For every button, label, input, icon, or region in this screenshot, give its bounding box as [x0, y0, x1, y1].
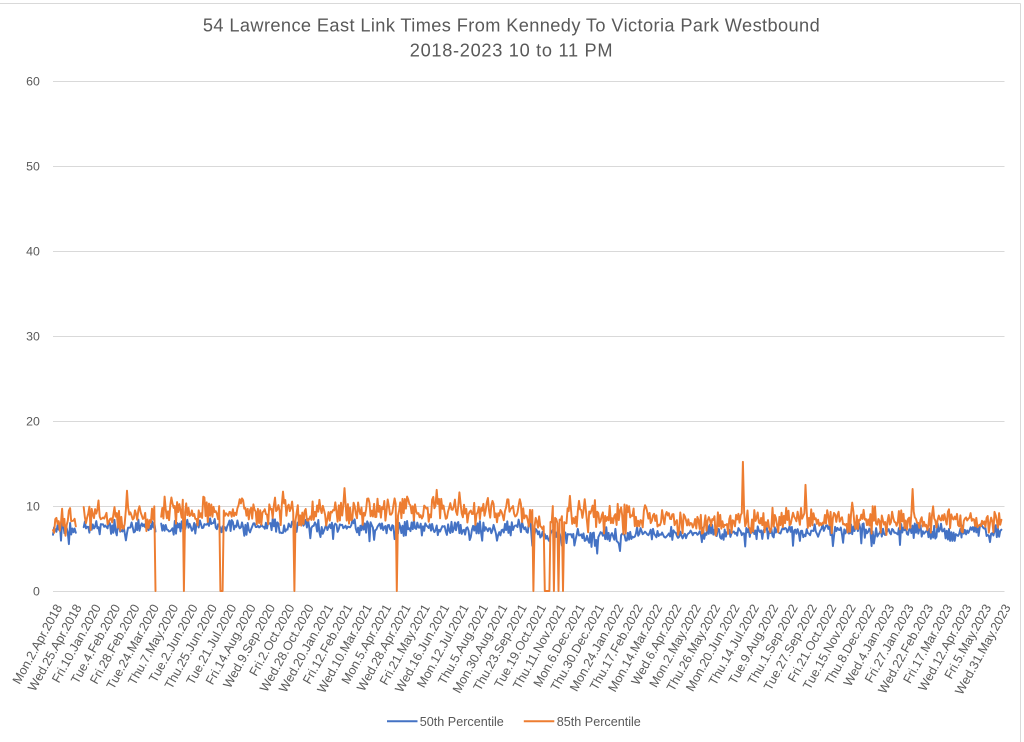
svg-text:40: 40 — [26, 244, 40, 258]
svg-text:50th Percentile: 50th Percentile — [420, 715, 504, 729]
svg-text:10: 10 — [26, 499, 40, 513]
svg-text:2018-2023 10 to 11 PM: 2018-2023 10 to 11 PM — [410, 40, 613, 60]
svg-text:0: 0 — [33, 584, 40, 598]
svg-text:85th Percentile: 85th Percentile — [557, 715, 641, 729]
svg-text:30: 30 — [26, 329, 40, 343]
svg-text:20: 20 — [26, 414, 40, 428]
svg-text:50: 50 — [26, 159, 40, 173]
svg-text:60: 60 — [26, 74, 40, 88]
svg-text:54 Lawrence East Link Times Fr: 54 Lawrence East Link Times From Kennedy… — [203, 16, 820, 36]
